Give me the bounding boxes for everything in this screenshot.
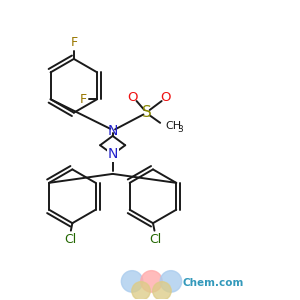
Circle shape bbox=[121, 271, 143, 292]
Text: Chem.com: Chem.com bbox=[183, 278, 244, 288]
Text: Cl: Cl bbox=[64, 233, 76, 246]
Text: O: O bbox=[160, 91, 171, 103]
Circle shape bbox=[153, 282, 171, 300]
Text: F: F bbox=[70, 36, 77, 49]
Circle shape bbox=[132, 282, 150, 300]
Text: 3: 3 bbox=[177, 125, 183, 134]
Circle shape bbox=[160, 271, 182, 292]
Text: N: N bbox=[107, 124, 118, 138]
Text: CH: CH bbox=[166, 121, 182, 131]
Text: Cl: Cl bbox=[149, 233, 161, 246]
Circle shape bbox=[141, 271, 162, 292]
Text: O: O bbox=[128, 91, 138, 103]
Text: S: S bbox=[142, 105, 152, 120]
Text: F: F bbox=[80, 93, 87, 106]
Text: N: N bbox=[107, 148, 118, 161]
